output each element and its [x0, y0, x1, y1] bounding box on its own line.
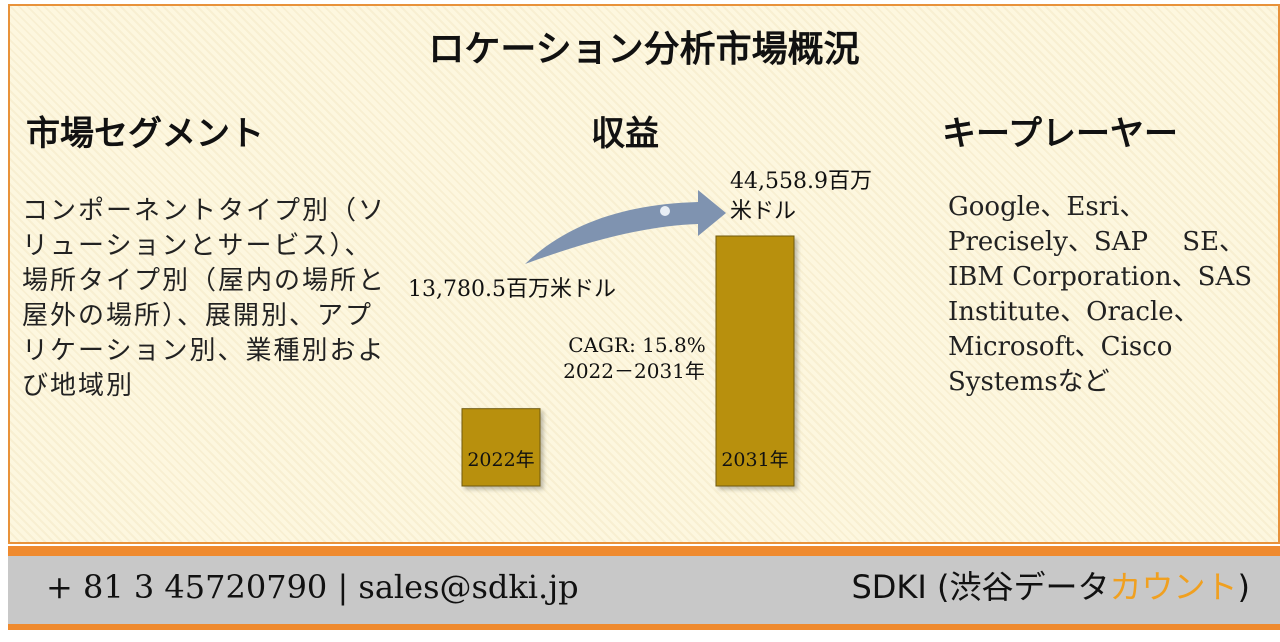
bar-2022年 [461, 408, 541, 487]
brand-prefix: SDKI (渋谷データ [851, 568, 1110, 606]
segment-text: コンポーネントタイプ別（ソリューションとサービス）、場所タイプ別（屋内の場所と屋… [22, 196, 387, 401]
category-label: 2031年 [721, 449, 788, 471]
growth-arrow-icon [525, 190, 726, 264]
footer-bottom-rule [8, 624, 1280, 630]
overview-panel: ロケーション分析市場概況 市場セグメント 収益 キープレーヤー コンポーネントタ… [8, 4, 1280, 544]
value-label: 44,558.9百万米ドル [730, 169, 872, 224]
page-title: ロケーション分析市場概況 [428, 28, 860, 70]
contact-info: + 81 3 45720790 | sales@sdki.jp [46, 568, 579, 606]
revenue-heading: 収益 [591, 114, 659, 154]
brand-name: SDKI (渋谷データカウント) [851, 562, 1250, 608]
footer-top-rule [8, 546, 1280, 556]
category-label: 2022年 [467, 449, 534, 471]
key-players-text: Google、Esri、Precisely、SAP SE、IBM Corpora… [948, 192, 1253, 397]
brand-suffix: ) [1237, 568, 1250, 606]
arrow-dot-icon [660, 206, 670, 216]
cagr-period-label: 2022－2031年 [563, 359, 705, 383]
bar-2031年 [715, 235, 795, 487]
key-players-heading: キープレーヤー [942, 114, 1178, 154]
segment-heading: 市場セグメント [26, 114, 264, 154]
value-label: 13,780.5百万米ドル [408, 277, 616, 302]
cagr-label: CAGR: 15.8% [568, 333, 705, 357]
footer-bar: + 81 3 45720790 | sales@sdki.jp SDKI (渋谷… [8, 556, 1280, 624]
brand-accent: カウント [1109, 568, 1238, 606]
